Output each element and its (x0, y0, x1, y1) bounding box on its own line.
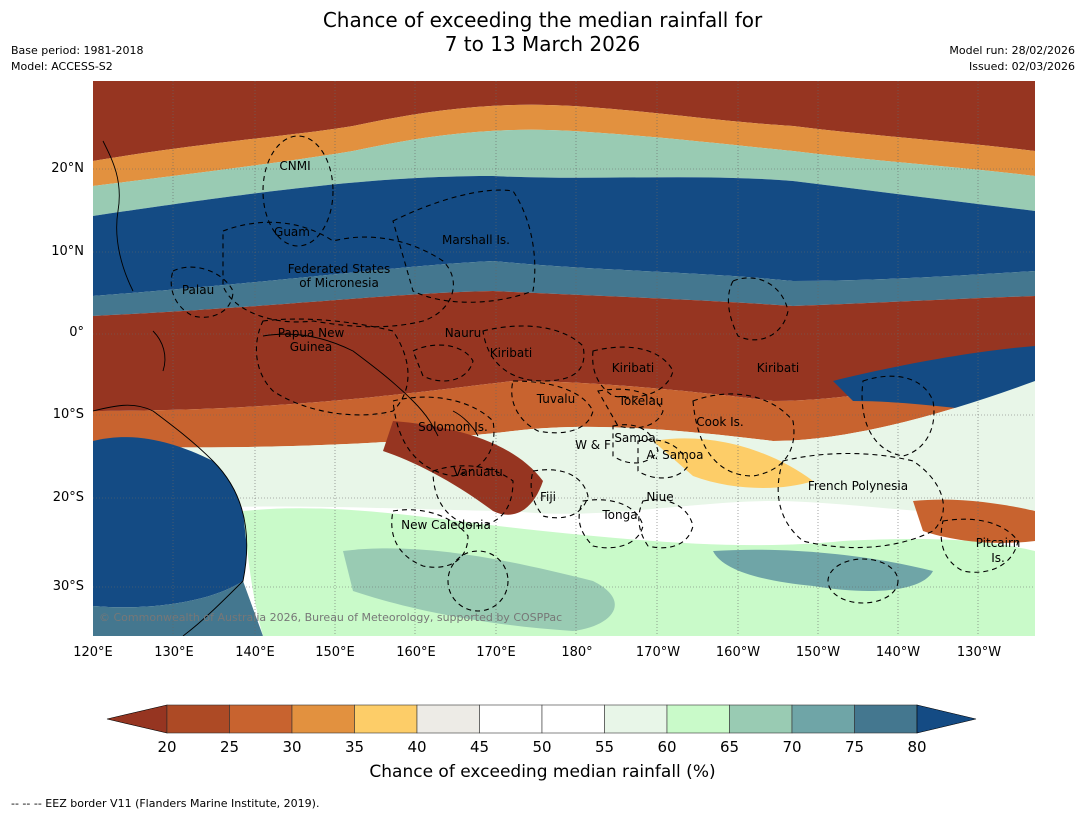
lat-label-0: 0° (69, 325, 84, 340)
colorbar-segment-30-35 (291, 704, 355, 734)
lon-label-130e: 130°E (154, 645, 194, 660)
colorbar-tick-label: 55 (594, 738, 615, 756)
lon-label-130w: 130°W (956, 645, 1002, 660)
lon-label-140e: 140°E (235, 645, 275, 660)
label-guam: Guam (274, 225, 310, 239)
lon-label-160e: 160°E (396, 645, 436, 660)
colorbar-tick-label: 45 (469, 738, 490, 756)
lon-label-150w: 150°W (795, 645, 841, 660)
label-palau: Palau (182, 283, 214, 297)
label-vanuatu: Vanuatu (453, 465, 503, 479)
colorbar-tick-label: 60 (657, 738, 677, 756)
lat-label-20s: 20°S (52, 490, 84, 505)
label-fsm-line1: Federated States (288, 262, 390, 276)
colorbar-tick-label: 35 (344, 738, 365, 756)
colorbar-tick-label: 40 (407, 738, 427, 756)
label-new-caledonia: New Caledonia (401, 518, 491, 532)
label-png-line1: Papua New (278, 326, 345, 340)
label-cook-islands: Cook Is. (696, 415, 743, 429)
label-fsm-line2: of Micronesia (299, 276, 379, 290)
label-niue: Niue (646, 490, 673, 504)
label-solomon: Solomon Is. (418, 420, 488, 434)
label-american-samoa: A. Samoa (647, 448, 704, 462)
label-nauru: Nauru (445, 326, 481, 340)
label-kiribati-east: Kiribati (757, 361, 799, 375)
lat-label-30s: 30°S (52, 579, 84, 594)
map-title-line1: Chance of exceeding the median rainfall … (322, 8, 763, 32)
colorbar-extend-high (916, 704, 977, 734)
label-pitcairn-line1: Pitcairn (976, 536, 1021, 550)
colorbar-segment-75-80 (854, 704, 918, 734)
lon-label-120e: 120°E (73, 645, 113, 660)
colorbar-tick-label: 65 (719, 738, 740, 756)
label-pitcairn-line2: Is. (991, 551, 1005, 565)
label-cnmi: CNMI (279, 159, 310, 173)
lon-label-160w: 160°W (715, 645, 761, 660)
label-samoa: Samoa (614, 431, 655, 445)
meta-right: Model run: 28/02/2026 Issued: 02/03/2026 (949, 43, 1075, 75)
colorbar-segment-70-75 (791, 704, 855, 734)
model-run: Model run: 28/02/2026 (949, 44, 1075, 57)
map-title-line2: 7 to 13 March 2026 (444, 32, 641, 56)
colorbar (106, 704, 977, 734)
colorbar-segment-40-45 (416, 704, 480, 734)
copyright-text: © Commonwealth of Australia 2026, Bureau… (99, 611, 562, 624)
lon-label-150e: 150°E (315, 645, 355, 660)
lat-label-10n: 10°N (51, 244, 84, 259)
colorbar-tick-label: 70 (782, 738, 802, 756)
lat-label-10s: 10°S (52, 407, 84, 422)
colorbar-segment-35-40 (354, 704, 418, 734)
lon-label-180: 180° (561, 645, 593, 660)
colorbar-extend-low (106, 704, 168, 734)
colorbar-tick-label: 80 (907, 738, 927, 756)
colorbar-tick-label: 30 (282, 738, 302, 756)
colorbar-tick-label: 50 (532, 738, 552, 756)
colorbar-tick-label: 20 (157, 738, 177, 756)
lat-label-20n: 20°N (51, 161, 84, 176)
colorbar-segment-45-50 (479, 704, 543, 734)
label-kiribati-central: Kiribati (612, 361, 654, 375)
lon-label-140w: 140°W (875, 645, 921, 660)
model-name: Model: ACCESS-S2 (11, 60, 113, 73)
colorbar-segment-20-25 (166, 704, 230, 734)
lon-label-170e: 170°E (476, 645, 516, 660)
label-fiji: Fiji (540, 490, 556, 504)
label-marshall: Marshall Is. (442, 233, 510, 247)
label-tokelau: Tokelau (618, 394, 664, 408)
label-kiribati-west: Kiribati (490, 346, 532, 360)
eez-footnote: -- -- -- EEZ border V11 (Flanders Marine… (11, 797, 320, 810)
colorbar-tick-label: 75 (844, 738, 865, 756)
colorbar-segment-65-70 (729, 704, 793, 734)
label-french-polynesia: French Polynesia (808, 479, 908, 493)
label-tuvalu: Tuvalu (536, 392, 576, 406)
rainfall-map: CNMI Guam Marshall Is. Federated States … (93, 81, 1035, 636)
map-field: CNMI Guam Marshall Is. Federated States … (93, 81, 1035, 636)
colorbar-segment-60-65 (666, 704, 730, 734)
colorbar-title: Chance of exceeding median rainfall (%) (369, 762, 716, 782)
colorbar-segment-55-60 (604, 704, 668, 734)
colorbar-tick-label: 25 (219, 738, 240, 756)
colorbar-segment-50-55 (541, 704, 605, 734)
label-tonga: Tonga (601, 508, 637, 522)
lon-label-170w: 170°W (635, 645, 681, 660)
base-period: Base period: 1981-2018 (11, 44, 144, 57)
label-png-line2: Guinea (290, 340, 333, 354)
colorbar-segment-25-30 (229, 704, 293, 734)
issued-date: Issued: 02/03/2026 (968, 60, 1075, 73)
label-wallis-futuna: W & F (575, 438, 611, 452)
meta-left: Base period: 1981-2018 Model: ACCESS-S2 (11, 43, 143, 75)
